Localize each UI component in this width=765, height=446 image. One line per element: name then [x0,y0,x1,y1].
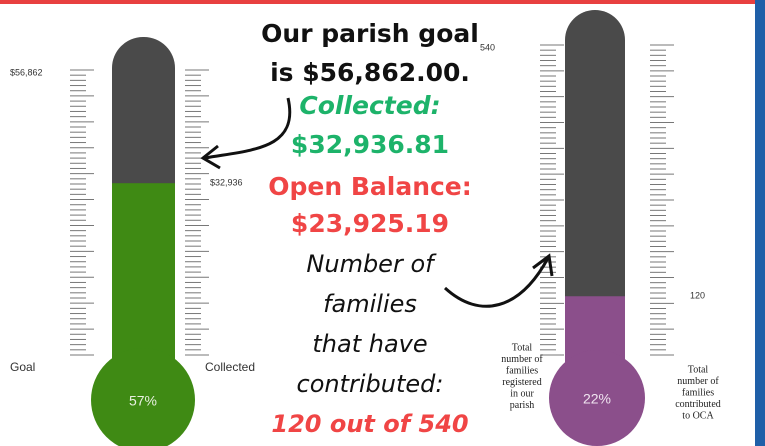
caption-line: parish [510,400,534,411]
balance-amount: $23,925.19 [291,209,449,238]
caption-line: Total [512,342,533,353]
families-line: Number of [306,250,437,278]
caption-line: in our [510,388,534,399]
percent-label: 57% [129,393,157,409]
families-line: that have [312,330,427,358]
goal-line: is $56,862.00. [270,58,470,87]
goal-caption: Goal [10,360,35,374]
caption-line: to OCA [682,410,714,421]
caption-line: families [506,365,538,376]
families-line: families [323,290,417,318]
contributed-families: 120 [690,291,705,301]
arrow-head [532,253,554,277]
arrow [443,257,550,308]
bulb [91,348,195,446]
families-line: contributed: [297,370,444,398]
tube [565,10,625,377]
caption-line: contributed [675,399,721,410]
arrow-head [200,144,221,170]
left-thermometer: 57% $56,862 Goal Collected $32,936 [10,37,255,446]
collected-caption: Collected [205,360,255,374]
collected-amount: $32,936 [210,178,243,188]
arrow [204,97,292,160]
caption-line: Total [688,364,709,375]
families-count: 120 out of 540 [271,410,468,438]
goal-line: Our parish goal [261,19,479,48]
goal-amount: $56,862 [10,67,43,77]
caption-line: number of [677,376,719,387]
percent-label: 22% [583,391,611,407]
caption-line: families [682,387,714,398]
caption-line: number of [501,354,543,365]
collected-amount: $32,936.81 [291,130,449,159]
collected-label: Collected: [299,91,440,120]
bulb [549,350,645,446]
side-bar [755,0,765,446]
balance-label: Open Balance: [268,172,472,201]
caption-line: registered [502,377,541,388]
top-strip [0,0,755,4]
fill-level [112,183,175,377]
total-families: 540 [480,42,495,52]
